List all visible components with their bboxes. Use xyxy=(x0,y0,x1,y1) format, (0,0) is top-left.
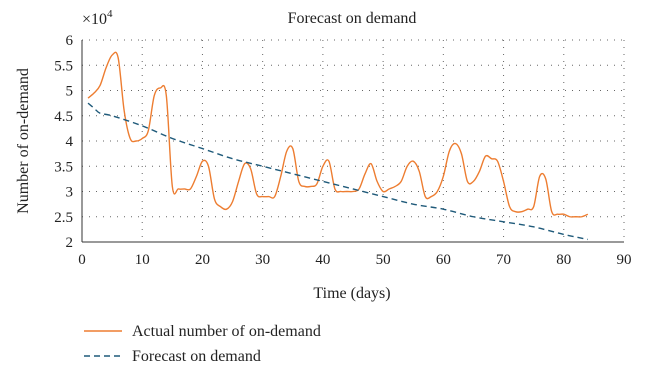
series-line-forecast xyxy=(87,102,589,241)
y-tick-label: 2.5 xyxy=(54,210,73,226)
x-axis-label: Time (days) xyxy=(313,285,390,302)
x-tick-label: 10 xyxy=(135,252,150,268)
x-tick-label: 40 xyxy=(315,252,330,268)
x-tick-label: 20 xyxy=(195,252,210,268)
y-multiplier-base: ×10 xyxy=(82,11,107,28)
axes xyxy=(81,40,624,243)
y-multiplier: ×104 xyxy=(82,8,113,28)
x-tick-label: 30 xyxy=(255,252,270,268)
y-tick-label: 5 xyxy=(66,84,74,100)
chart-title: Forecast on demand xyxy=(288,10,417,27)
legend: Actual number of on-demand Forecast on d… xyxy=(84,323,321,365)
series-lines xyxy=(87,51,589,241)
x-tick-label: 80 xyxy=(556,252,571,268)
y-tick-label: 4.5 xyxy=(54,109,73,125)
x-tick-label: 60 xyxy=(436,252,451,268)
series-line-actual xyxy=(87,51,589,218)
y-axis-label: Number of on-demand xyxy=(15,68,32,214)
x-tick-label: 70 xyxy=(496,252,511,268)
y-tick-label: 4 xyxy=(66,134,74,150)
x-tick-labels: 0 10 20 30 40 50 60 70 80 90 xyxy=(78,252,631,268)
y-tick-label: 5.5 xyxy=(54,58,73,74)
y-tick-label: 2 xyxy=(66,235,74,251)
x-tick-label: 0 xyxy=(78,252,86,268)
legend-label-forecast: Forecast on demand xyxy=(132,348,261,365)
x-tick-label: 50 xyxy=(376,252,391,268)
y-tick-label: 3 xyxy=(66,185,74,201)
legend-label-actual: Actual number of on-demand xyxy=(132,323,321,340)
y-multiplier-exponent: 4 xyxy=(107,8,113,20)
y-tick-label: 3.5 xyxy=(54,159,73,175)
x-tick-label: 90 xyxy=(617,252,632,268)
y-tick-labels: 2 2.5 3 3.5 4 4.5 5 5.5 6 xyxy=(54,33,73,251)
y-tick-label: 6 xyxy=(66,33,74,49)
grid xyxy=(82,39,625,242)
